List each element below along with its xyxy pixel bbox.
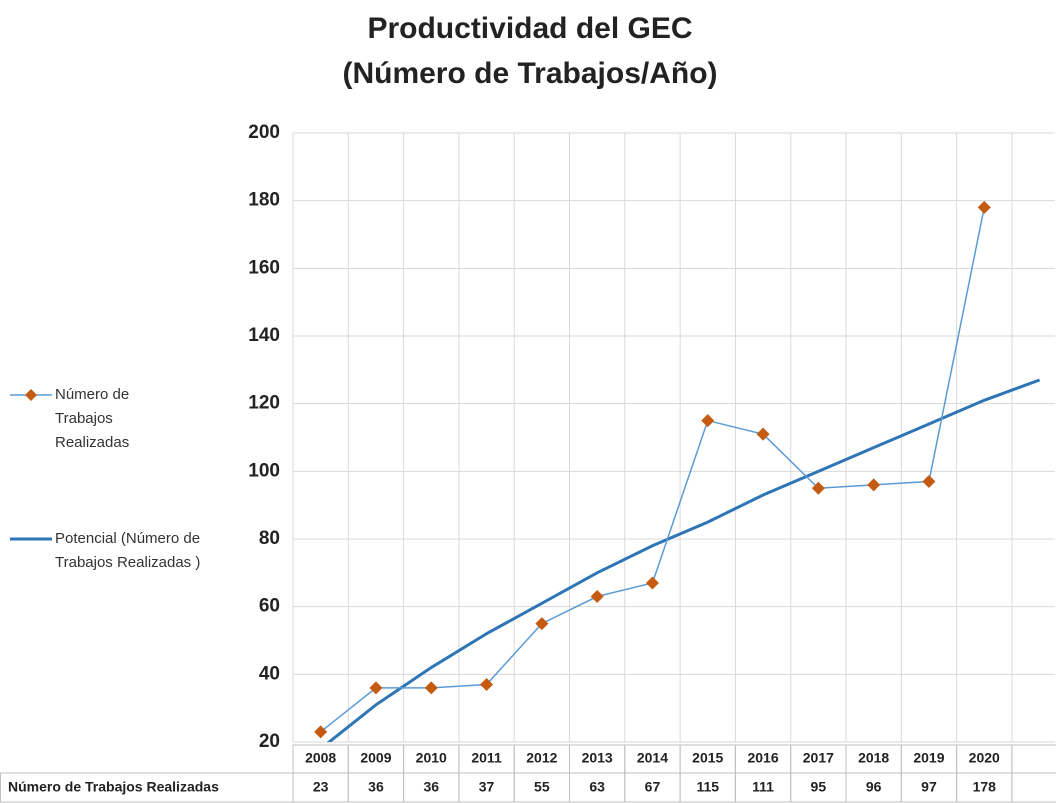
marker <box>535 617 549 631</box>
y-tick-label: 120 <box>248 393 280 414</box>
chart-subtitle: (Número de Trabajos/Año) <box>342 57 717 90</box>
series-line <box>320 207 985 733</box>
marker <box>369 681 383 695</box>
trend-line <box>326 378 1041 742</box>
x-tick-label: 2010 <box>416 750 447 766</box>
y-tick-label: 40 <box>259 663 280 684</box>
legend-marker <box>25 389 37 401</box>
table-value: 36 <box>368 779 384 795</box>
x-tick-label: 2018 <box>858 750 889 766</box>
y-tick-label: 200 <box>248 122 280 143</box>
x-tick-label: 2013 <box>582 750 613 766</box>
marker <box>922 474 936 488</box>
x-tick-label: 2015 <box>692 750 723 766</box>
table-value: 37 <box>479 779 495 795</box>
table-value: 115 <box>696 779 719 795</box>
y-tick-label: 100 <box>248 460 280 481</box>
y-tick-label: 20 <box>259 731 280 752</box>
table-cell <box>1011 772 1056 803</box>
marker <box>867 478 881 492</box>
x-tick-label: 2012 <box>526 750 557 766</box>
table-value: 36 <box>423 779 439 795</box>
table-cell <box>1011 744 1056 774</box>
x-tick-label: 2020 <box>969 750 1000 766</box>
table-value: 111 <box>752 779 774 795</box>
x-tick-label: 2016 <box>747 750 778 766</box>
marker <box>977 200 991 214</box>
y-tick-label: 160 <box>248 257 280 278</box>
marker <box>590 590 604 604</box>
marker <box>756 427 770 441</box>
legend-label: Número de Trabajos Realizadas <box>55 386 130 451</box>
marker <box>811 481 825 495</box>
y-tick-label: 180 <box>248 190 280 211</box>
legend-label: Potencial (Número de Trabajos Realizadas… <box>55 530 201 571</box>
x-tick-label: 2009 <box>360 750 391 766</box>
x-tick-label: 2017 <box>803 750 834 766</box>
x-tick-label: 2014 <box>637 750 668 766</box>
y-tick-label: 60 <box>259 596 280 617</box>
table-value: 97 <box>921 779 937 795</box>
marker <box>424 681 438 695</box>
table-value: 178 <box>973 779 997 795</box>
y-tick-label: 80 <box>259 528 280 549</box>
table-value: 63 <box>589 779 605 795</box>
x-tick-label: 2011 <box>471 750 502 766</box>
marker <box>701 414 715 428</box>
x-tick-label: 2008 <box>305 750 336 766</box>
chart-title: Productividad del GEC <box>367 12 692 45</box>
table-row-label: Número de Trabajos Realizadas <box>8 779 219 795</box>
plot <box>314 200 1041 742</box>
marker <box>480 677 494 691</box>
table-value: 55 <box>534 779 550 795</box>
table-value: 23 <box>313 779 329 795</box>
table-value: 96 <box>866 779 882 795</box>
marker <box>645 576 659 590</box>
y-tick-label: 140 <box>248 325 280 346</box>
x-tick-label: 2019 <box>913 750 944 766</box>
marker <box>314 725 328 739</box>
table-value: 67 <box>645 779 661 795</box>
table-value: 95 <box>811 779 827 795</box>
